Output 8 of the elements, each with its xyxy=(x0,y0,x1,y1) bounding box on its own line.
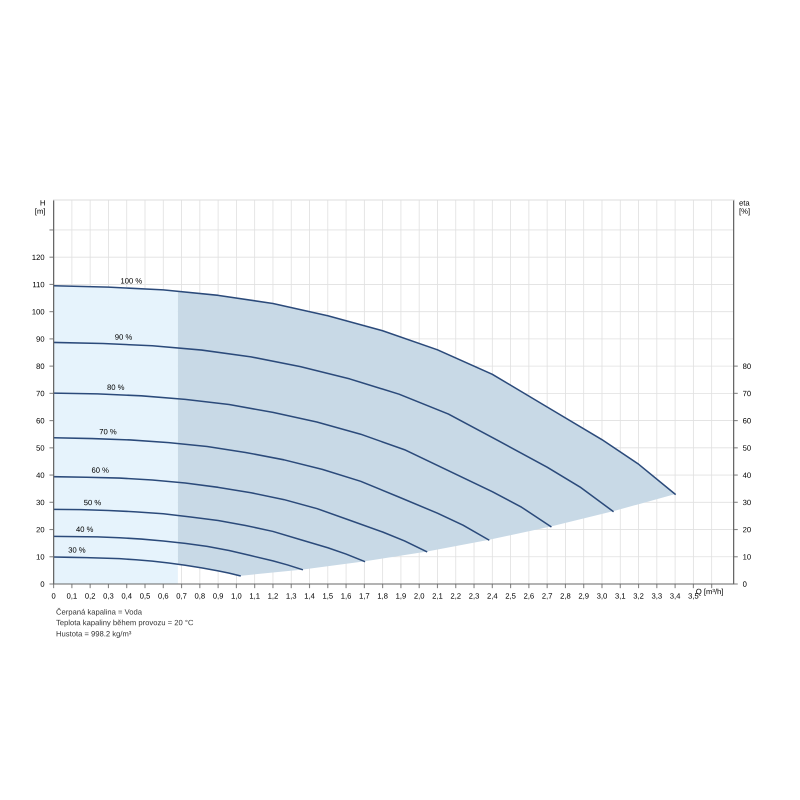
line-series xyxy=(54,508,366,562)
line-series xyxy=(54,285,676,495)
line-series xyxy=(54,556,241,577)
line-series xyxy=(54,436,490,541)
line-series xyxy=(54,342,614,512)
line-series xyxy=(54,536,303,570)
line-series xyxy=(54,476,428,552)
line-series xyxy=(54,392,552,528)
